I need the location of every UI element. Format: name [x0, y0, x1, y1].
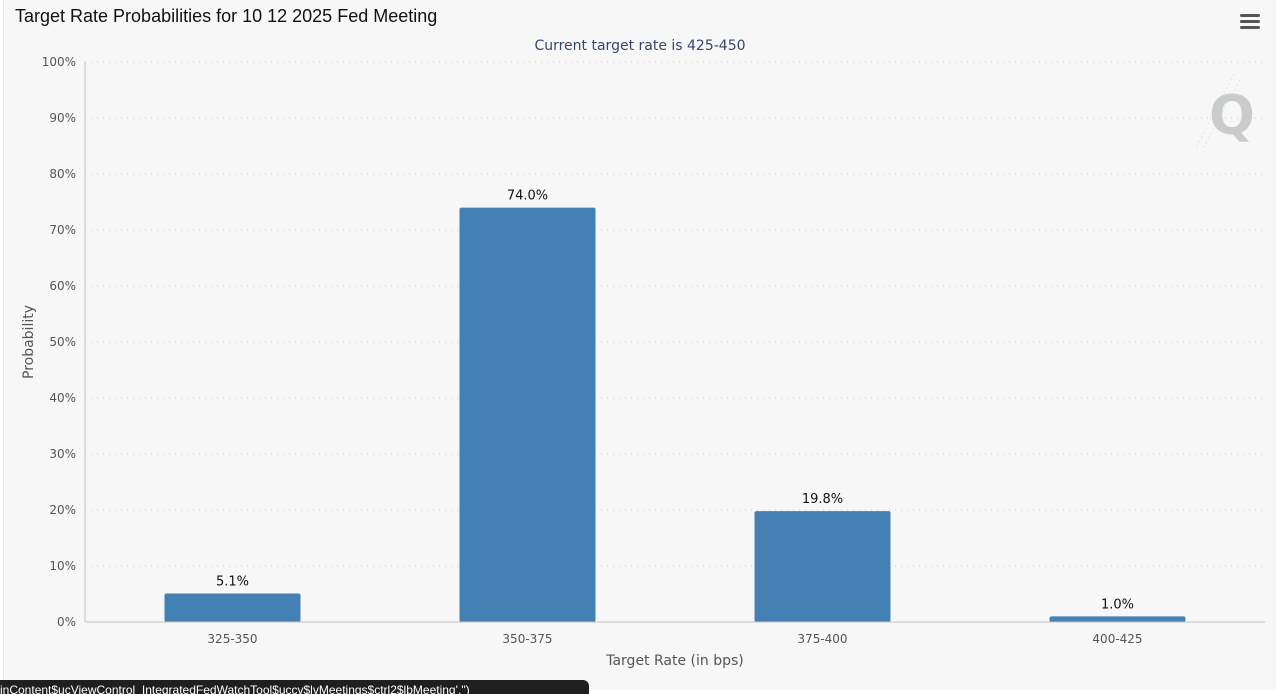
y-tick-label: 50%	[49, 335, 76, 349]
menu-bar	[1240, 26, 1260, 29]
menu-bar	[1240, 20, 1260, 23]
bar-350-375[interactable]	[459, 207, 596, 622]
data-label: 5.1%	[216, 574, 249, 589]
chart-subtitle: Current target rate is 425-450	[534, 38, 745, 54]
y-axis-label: Probability	[21, 305, 37, 379]
data-label: 74.0%	[507, 189, 548, 204]
watermark-letter: Q	[1209, 84, 1255, 147]
bar-325-350[interactable]	[164, 593, 301, 622]
y-tick-label: 60%	[49, 279, 76, 293]
y-tick-label: 20%	[49, 503, 76, 517]
y-tick-label: 10%	[49, 559, 76, 573]
status-bar-url: inContent$ucViewControl_IntegratedFedWat…	[0, 680, 589, 694]
q-logo-icon: Q	[1195, 73, 1255, 151]
y-tick-label: 0%	[57, 615, 76, 629]
y-tick-label: 40%	[49, 391, 76, 405]
bar-375-400[interactable]	[754, 511, 891, 622]
y-tick-label: 100%	[42, 55, 76, 69]
y-tick-label: 90%	[49, 111, 76, 125]
x-tick-label: 375-400	[797, 632, 847, 646]
chart-container	[3, 0, 1276, 690]
grid-lines	[85, 61, 1265, 567]
x-axis-ticks: 325-350 350-375 375-400 400-425	[207, 632, 1142, 646]
status-url-text: inContent$ucViewControl_IntegratedFedWat…	[0, 683, 470, 694]
x-tick-label: 400-425	[1092, 632, 1142, 646]
bar-400-425[interactable]	[1049, 616, 1186, 622]
y-tick-label: 80%	[49, 167, 76, 181]
y-axis-ticks: 0% 10% 20% 30% 40% 50% 60% 70% 80% 90% 100%	[42, 55, 76, 629]
page-title: Target Rate Probabilities for 10 12 2025…	[15, 6, 438, 26]
data-label: 19.8%	[802, 492, 843, 507]
y-tick-label: 70%	[49, 223, 76, 237]
x-tick-label: 350-375	[502, 632, 552, 646]
data-label: 1.0%	[1101, 597, 1134, 612]
x-axis-label: Target Rate (in bps)	[605, 653, 744, 669]
x-tick-label: 325-350	[207, 632, 257, 646]
hamburger-menu-icon[interactable]	[1238, 10, 1262, 32]
bars: 5.1% 74.0% 19.8% 1.0%	[164, 189, 1186, 622]
menu-bar	[1240, 14, 1260, 17]
y-tick-label: 30%	[49, 447, 76, 461]
